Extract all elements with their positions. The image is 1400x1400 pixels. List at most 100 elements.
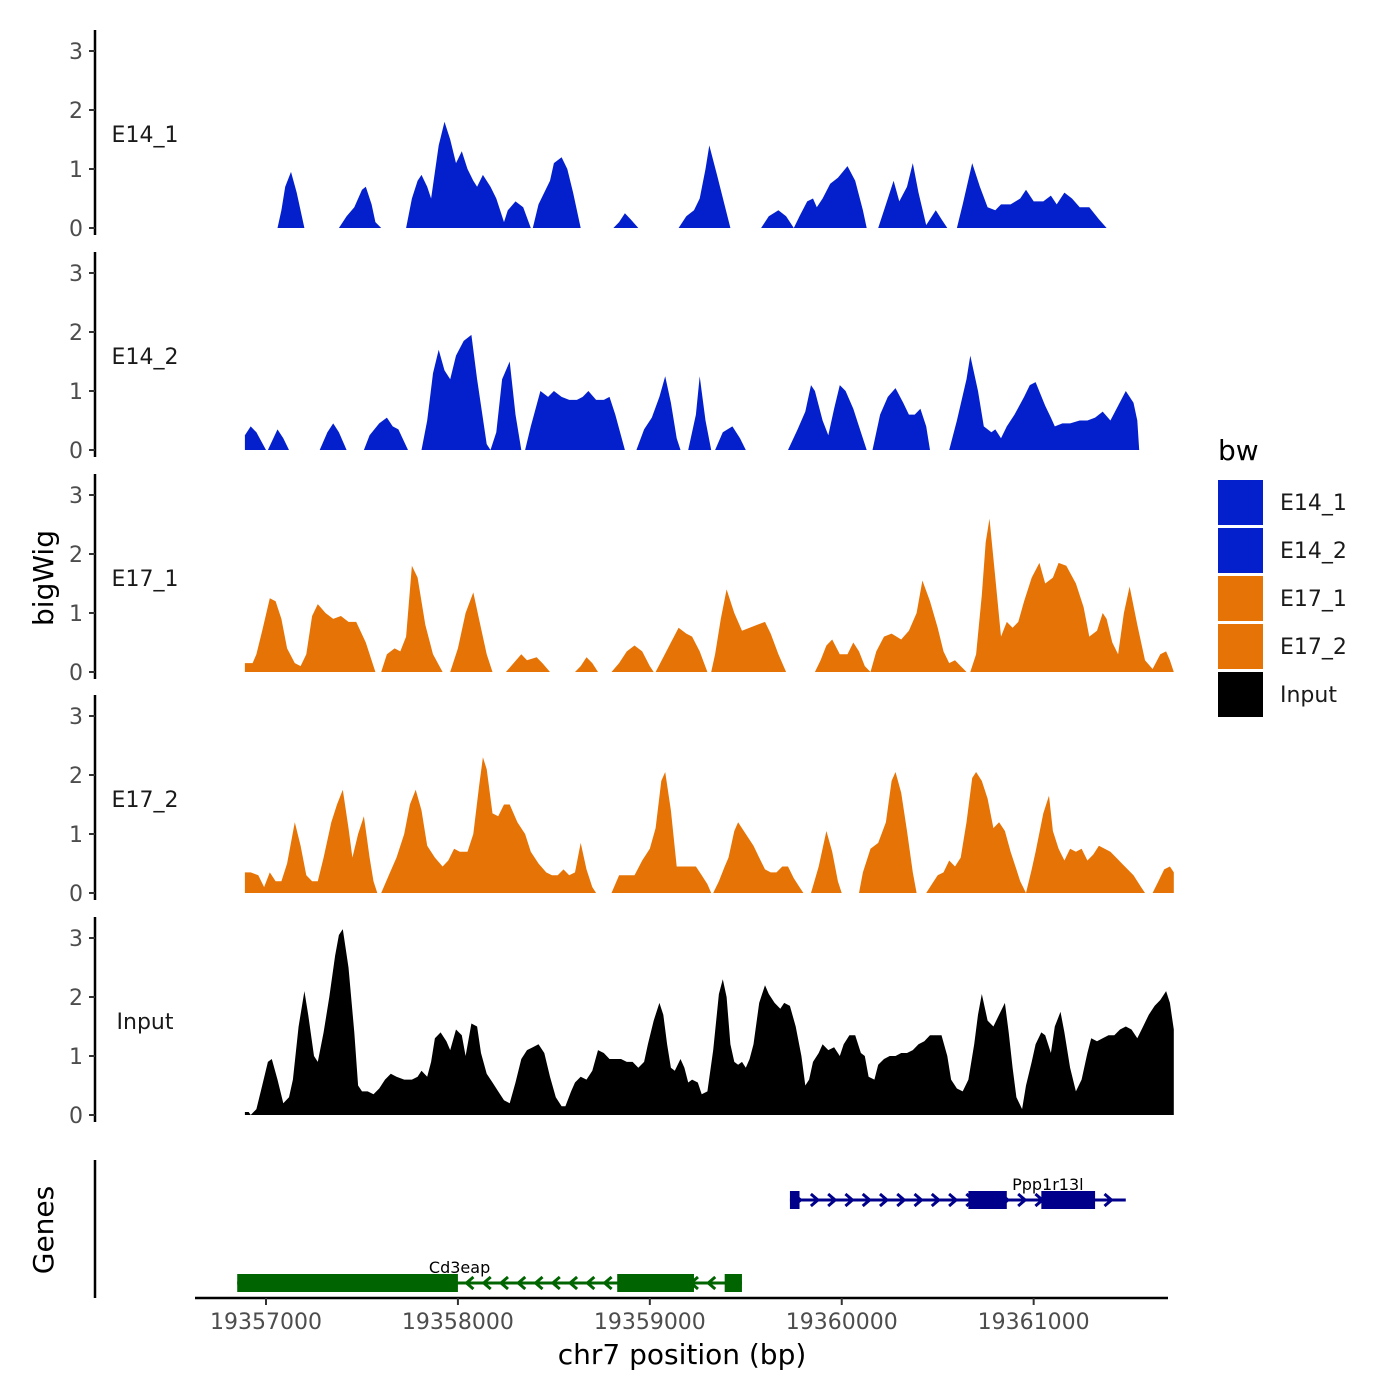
- coverage-tracks: 0 1 2 3 E14_1 0 1 2 3 E14_2 0 1 2 3 E17_1 0 1 2 3 E17_2 0 1 2 3…: [69, 30, 1174, 1129]
- coverage-area: [421, 334, 491, 450]
- track-label: E17_1: [112, 567, 179, 592]
- legend-swatch: [1218, 528, 1263, 573]
- coverage-area: [970, 518, 1174, 672]
- exon: [968, 1191, 1007, 1209]
- y-tick-label: 2: [69, 543, 83, 568]
- legend-swatch: [1218, 624, 1263, 669]
- strand-arrow: [705, 1275, 717, 1291]
- coverage-area: [575, 657, 598, 672]
- coverage-area: [949, 355, 1140, 450]
- track-input: 0 1 2 3 Input: [69, 917, 1174, 1129]
- coverage-area: [788, 385, 867, 450]
- x-axis-title: chr7 position (bp): [558, 1338, 807, 1371]
- track-label: E14_1: [112, 123, 179, 148]
- y-tick-label: 0: [69, 882, 83, 907]
- strand-arrow: [1103, 1192, 1114, 1208]
- legend-swatch: [1218, 576, 1263, 621]
- coverage-area: [277, 171, 305, 228]
- y-tick-label: 1: [69, 380, 83, 405]
- coverage-area: [711, 589, 787, 672]
- x-tick-label: 19360000: [786, 1310, 898, 1335]
- coverage-area: [859, 772, 917, 893]
- coverage-area: [926, 772, 1026, 893]
- strand-arrow: [567, 1275, 579, 1291]
- track-e14-2: 0 1 2 3 E14_2: [69, 252, 1140, 464]
- coverage-area: [363, 417, 408, 450]
- y-tick-label: 0: [69, 661, 83, 686]
- legend-label: E17_2: [1280, 635, 1347, 660]
- legend-label: E14_2: [1280, 539, 1347, 564]
- legend-swatch: [1218, 672, 1263, 717]
- y-tick-label: 3: [69, 927, 83, 952]
- y-tick-label: 3: [69, 484, 83, 509]
- y-tick-label: 1: [69, 158, 83, 183]
- y-tick-label: 1: [69, 602, 83, 627]
- x-tick-label: 19357000: [210, 1310, 322, 1335]
- coverage-area: [793, 166, 867, 228]
- coverage-area: [381, 757, 597, 893]
- coverage-area: [244, 789, 378, 893]
- coverage-area: [715, 426, 746, 450]
- exon: [237, 1274, 458, 1292]
- coverage-area: [450, 592, 493, 672]
- x-tick-label: 19358000: [402, 1310, 514, 1335]
- y-tick-label: 2: [69, 99, 83, 124]
- coverage-area: [532, 157, 581, 228]
- coverage-area: [381, 565, 443, 672]
- strand-arrow: [515, 1275, 527, 1291]
- coverage-area: [406, 121, 531, 228]
- coverage-area: [319, 423, 347, 450]
- x-tick-label: 19361000: [978, 1310, 1090, 1335]
- track-e17-1: 0 1 2 3 E17_1: [69, 474, 1174, 686]
- coverage-area: [872, 388, 930, 450]
- track-label: E17_2: [112, 788, 179, 813]
- coverage-area: [688, 376, 712, 450]
- exon: [1041, 1191, 1096, 1209]
- coverage-area: [244, 598, 376, 672]
- track-label: Input: [117, 1010, 174, 1035]
- coverage-area: [814, 580, 967, 672]
- coverage-area: [713, 822, 804, 893]
- strand-arrow: [498, 1275, 509, 1291]
- y-axis-title: bigWig: [27, 530, 60, 626]
- coverage-area: [636, 376, 681, 450]
- legend: bw E14_1 E14_2 E17_1 E17_2 Input: [1218, 434, 1347, 717]
- y-tick-label: 3: [69, 40, 83, 65]
- strand-arrow: [878, 1192, 890, 1208]
- legend-swatch: [1218, 480, 1263, 525]
- gene-cd3eap: Cd3eap: [237, 1258, 742, 1292]
- y-tick-label: 3: [69, 262, 83, 287]
- y-tick-label: 1: [69, 1045, 83, 1070]
- gene-label: Cd3eap: [429, 1258, 490, 1277]
- coverage-area: [1152, 866, 1174, 893]
- x-axis: 19357000 19358000 19359000 19360000 19361000: [195, 1296, 1168, 1335]
- y-tick-label: 0: [69, 217, 83, 242]
- y-tick-label: 2: [69, 764, 83, 789]
- coverage-area: [505, 654, 550, 672]
- y-tick-label: 0: [69, 1104, 83, 1129]
- strand-arrow: [481, 1275, 492, 1291]
- strand-arrow: [1017, 1192, 1028, 1208]
- y-tick-label: 2: [69, 321, 83, 346]
- coverage-area: [878, 163, 948, 228]
- coverage-area: [338, 186, 382, 228]
- track-label: E14_2: [112, 345, 179, 370]
- strand-arrow: [844, 1192, 855, 1208]
- track-e14-1: 0 1 2 3 E14_1: [69, 30, 1107, 242]
- coverage-area: [1026, 795, 1145, 893]
- strand-arrow: [948, 1192, 959, 1208]
- strand-arrow: [809, 1192, 821, 1208]
- coverage-area: [761, 210, 794, 228]
- coverage-area: [655, 627, 708, 672]
- coverage-area: [490, 361, 522, 450]
- coverage-area: [956, 163, 1107, 228]
- legend-title: bw: [1218, 434, 1259, 467]
- strand-arrow: [533, 1275, 544, 1291]
- coverage-area: [611, 645, 654, 672]
- coverage-area: [613, 213, 639, 228]
- gene-ppp1r13l: Ppp1r13l: [789, 1175, 1126, 1209]
- coverage-area: [678, 145, 731, 228]
- exon: [789, 1191, 800, 1209]
